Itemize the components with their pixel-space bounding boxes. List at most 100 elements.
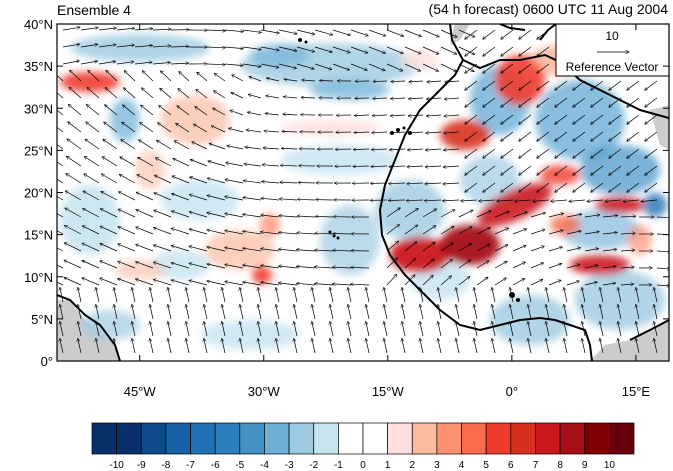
wind-vector — [427, 98, 442, 99]
wind-vector — [501, 29, 514, 39]
wind-vector — [229, 128, 244, 133]
wind-vector — [64, 260, 82, 269]
wind-vector — [422, 259, 434, 269]
wind-vector — [284, 79, 298, 82]
wind-vector — [227, 146, 244, 150]
wind-vector — [465, 46, 478, 56]
wind-vector — [154, 228, 172, 235]
wind-vector — [519, 97, 532, 107]
colorbar-label: -7 — [186, 460, 195, 471]
colorbar-label: 4 — [459, 460, 465, 471]
wind-vector — [483, 148, 496, 158]
wind-vector — [476, 244, 490, 252]
wind-vector — [118, 227, 136, 235]
wind-vector — [135, 279, 154, 286]
wind-vector — [512, 212, 527, 218]
wind-vector — [348, 288, 352, 303]
wind-vector — [483, 97, 496, 107]
anomaly-blobs — [60, 34, 667, 350]
wind-vector — [501, 80, 514, 90]
wind-vector — [276, 339, 280, 354]
wind-vector — [64, 243, 82, 252]
wind-vector — [366, 305, 370, 320]
wind-vector — [348, 339, 352, 354]
wind-vector — [458, 277, 470, 286]
wind-vector — [427, 81, 442, 82]
wind-vector — [406, 200, 424, 201]
wind-vector — [294, 339, 298, 354]
lat-tick-label: 30°N — [24, 101, 53, 116]
wind-vector — [483, 29, 496, 39]
wind-vector — [600, 339, 604, 354]
wind-vector — [264, 131, 280, 132]
wind-vector — [548, 280, 561, 286]
wind-vector — [618, 288, 622, 303]
wind-vector — [207, 281, 226, 286]
wind-vector — [186, 288, 190, 303]
wind-vector — [80, 61, 98, 65]
wind-vector — [122, 122, 136, 133]
wind-vector — [57, 281, 64, 286]
wind-vector — [386, 63, 403, 71]
wind-vector — [294, 288, 298, 303]
wind-vector — [224, 47, 243, 49]
wind-vector — [141, 105, 154, 116]
wind-vector — [564, 305, 568, 320]
wind-vector — [261, 249, 280, 252]
wind-vector — [294, 305, 298, 320]
wind-vector — [425, 149, 442, 150]
wind-vector — [57, 264, 64, 269]
wind-vector — [204, 288, 208, 303]
wind-vector — [298, 183, 316, 184]
wind-vector — [366, 288, 370, 303]
wind-vector — [84, 174, 100, 184]
wind-vector — [64, 278, 82, 286]
wind-vector — [618, 322, 622, 337]
wind-vector — [656, 285, 669, 286]
wind-vector — [98, 28, 116, 31]
wind-vector — [510, 288, 514, 303]
wind-vector — [84, 156, 100, 167]
wind-vector — [78, 288, 82, 303]
wind-vector — [171, 211, 190, 218]
lat-tick-label: 20°N — [24, 186, 53, 201]
wind-vector — [136, 244, 154, 252]
wind-vector — [83, 191, 100, 201]
wind-vector — [80, 28, 98, 31]
wind-vector — [426, 115, 442, 116]
wind-vector — [404, 225, 418, 235]
wind-vector — [458, 29, 475, 37]
wind-vector — [654, 339, 658, 354]
wind-vector — [654, 322, 658, 337]
wind-vector — [366, 339, 370, 354]
wind-vector — [139, 140, 154, 150]
wind-vector — [492, 322, 496, 337]
wind-vector — [402, 339, 406, 354]
wind-vector — [566, 281, 579, 286]
wind-vector — [465, 131, 478, 141]
wind-vector — [422, 226, 436, 235]
wind-vector — [258, 305, 262, 320]
wind-vector — [456, 288, 460, 303]
wind-vector — [519, 165, 532, 175]
wind-vector — [171, 263, 190, 269]
wind-vector — [465, 148, 478, 158]
wind-vector — [566, 248, 581, 252]
wind-vector — [519, 80, 532, 90]
wind-vector — [483, 131, 496, 141]
wind-vector — [57, 230, 64, 235]
colorbar-label: 9 — [582, 460, 588, 471]
wind-vector — [519, 63, 532, 73]
wind-vector — [261, 215, 280, 218]
wind-vector — [591, 182, 604, 192]
wind-vector — [501, 131, 514, 141]
wind-vector — [483, 80, 496, 90]
wind-vector — [261, 232, 280, 235]
wind-vector — [348, 322, 352, 337]
wind-vector — [207, 213, 226, 218]
wind-vector — [62, 44, 80, 48]
wind-vector — [420, 288, 424, 303]
wind-vector — [440, 276, 452, 286]
wind-vector — [266, 96, 280, 99]
wind-vector — [224, 29, 244, 32]
